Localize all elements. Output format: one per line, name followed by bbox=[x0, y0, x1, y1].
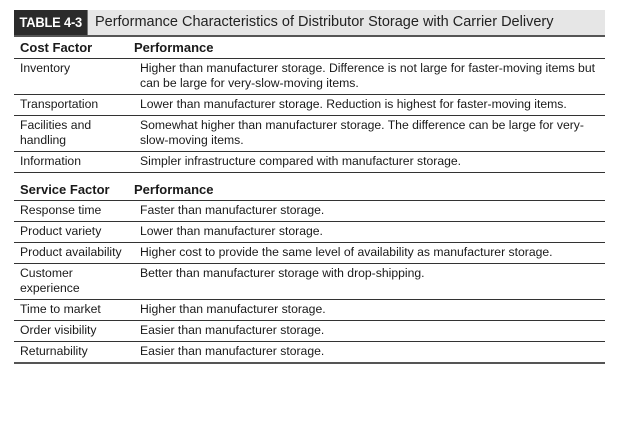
cost-factor-section: Cost Factor Performance Inventory Higher… bbox=[14, 37, 605, 173]
performance-cell: Lower than manufacturer storage. bbox=[140, 224, 323, 238]
table-row: Transportation Lower than manufacturer s… bbox=[14, 95, 605, 116]
cost-header-row: Cost Factor Performance bbox=[14, 37, 605, 59]
table-row: Response time Faster than manufacturer s… bbox=[14, 201, 605, 222]
performance-cell: Higher than manufacturer storage. bbox=[140, 302, 326, 316]
service-factor-section: Service Factor Performance Response time… bbox=[14, 179, 605, 364]
cost-factor-cell: Transportation bbox=[20, 97, 99, 111]
cost-factor-cell: Information bbox=[20, 154, 81, 168]
table-row: Information Simpler infrastructure compa… bbox=[14, 152, 605, 173]
table-title: Performance Characteristics of Distribut… bbox=[94, 14, 554, 30]
performance-cell: Easier than manufacturer storage. bbox=[140, 344, 325, 358]
cost-factor-header: Cost Factor bbox=[20, 40, 93, 55]
table-row: Order visibility Easier than manufacture… bbox=[14, 321, 605, 342]
table-title-bar: TABLE 4-3 Performance Characteristics of… bbox=[14, 10, 605, 37]
cost-factor-cell: Inventory bbox=[20, 61, 71, 75]
service-performance-header: Performance bbox=[134, 182, 214, 197]
performance-cell: Lower than manufacturer storage. Reducti… bbox=[140, 97, 567, 111]
performance-cell: Higher cost to provide the same level of… bbox=[140, 245, 553, 259]
service-factor-cell: Order visibility bbox=[20, 323, 97, 337]
service-factor-header: Service Factor bbox=[20, 182, 110, 197]
table-row: Customer experience Better than manufact… bbox=[14, 264, 605, 300]
cost-factor-cell: Facilities and handling bbox=[20, 118, 92, 147]
service-factor-cell: Customer experience bbox=[20, 266, 80, 295]
service-factor-cell: Returnability bbox=[20, 344, 88, 358]
service-header-row: Service Factor Performance bbox=[14, 179, 605, 201]
service-factor-cell: Response time bbox=[20, 203, 102, 217]
table-row: Facilities and handling Somewhat higher … bbox=[14, 116, 605, 152]
table-row: Product availability Higher cost to prov… bbox=[14, 243, 605, 264]
performance-cell: Somewhat higher than manufacturer storag… bbox=[140, 118, 584, 147]
table-number-badge: TABLE 4-3 bbox=[14, 10, 88, 35]
table-row: Product variety Lower than manufacturer … bbox=[14, 222, 605, 243]
performance-cell: Simpler infrastructure compared with man… bbox=[140, 154, 462, 168]
performance-cell: Better than manufacturer storage with dr… bbox=[140, 266, 425, 280]
performance-cell: Faster than manufacturer storage. bbox=[140, 203, 325, 217]
service-factor-cell: Time to market bbox=[20, 302, 101, 316]
table-row: Inventory Higher than manufacturer stora… bbox=[14, 59, 605, 95]
service-factor-cell: Product availability bbox=[20, 245, 122, 259]
performance-cell: Higher than manufacturer storage. Differ… bbox=[140, 61, 595, 90]
service-factor-cell: Product variety bbox=[20, 224, 102, 238]
table-row: Time to market Higher than manufacturer … bbox=[14, 300, 605, 321]
table-row: Returnability Easier than manufacturer s… bbox=[14, 342, 605, 364]
cost-performance-header: Performance bbox=[134, 40, 214, 55]
performance-cell: Easier than manufacturer storage. bbox=[140, 323, 325, 337]
